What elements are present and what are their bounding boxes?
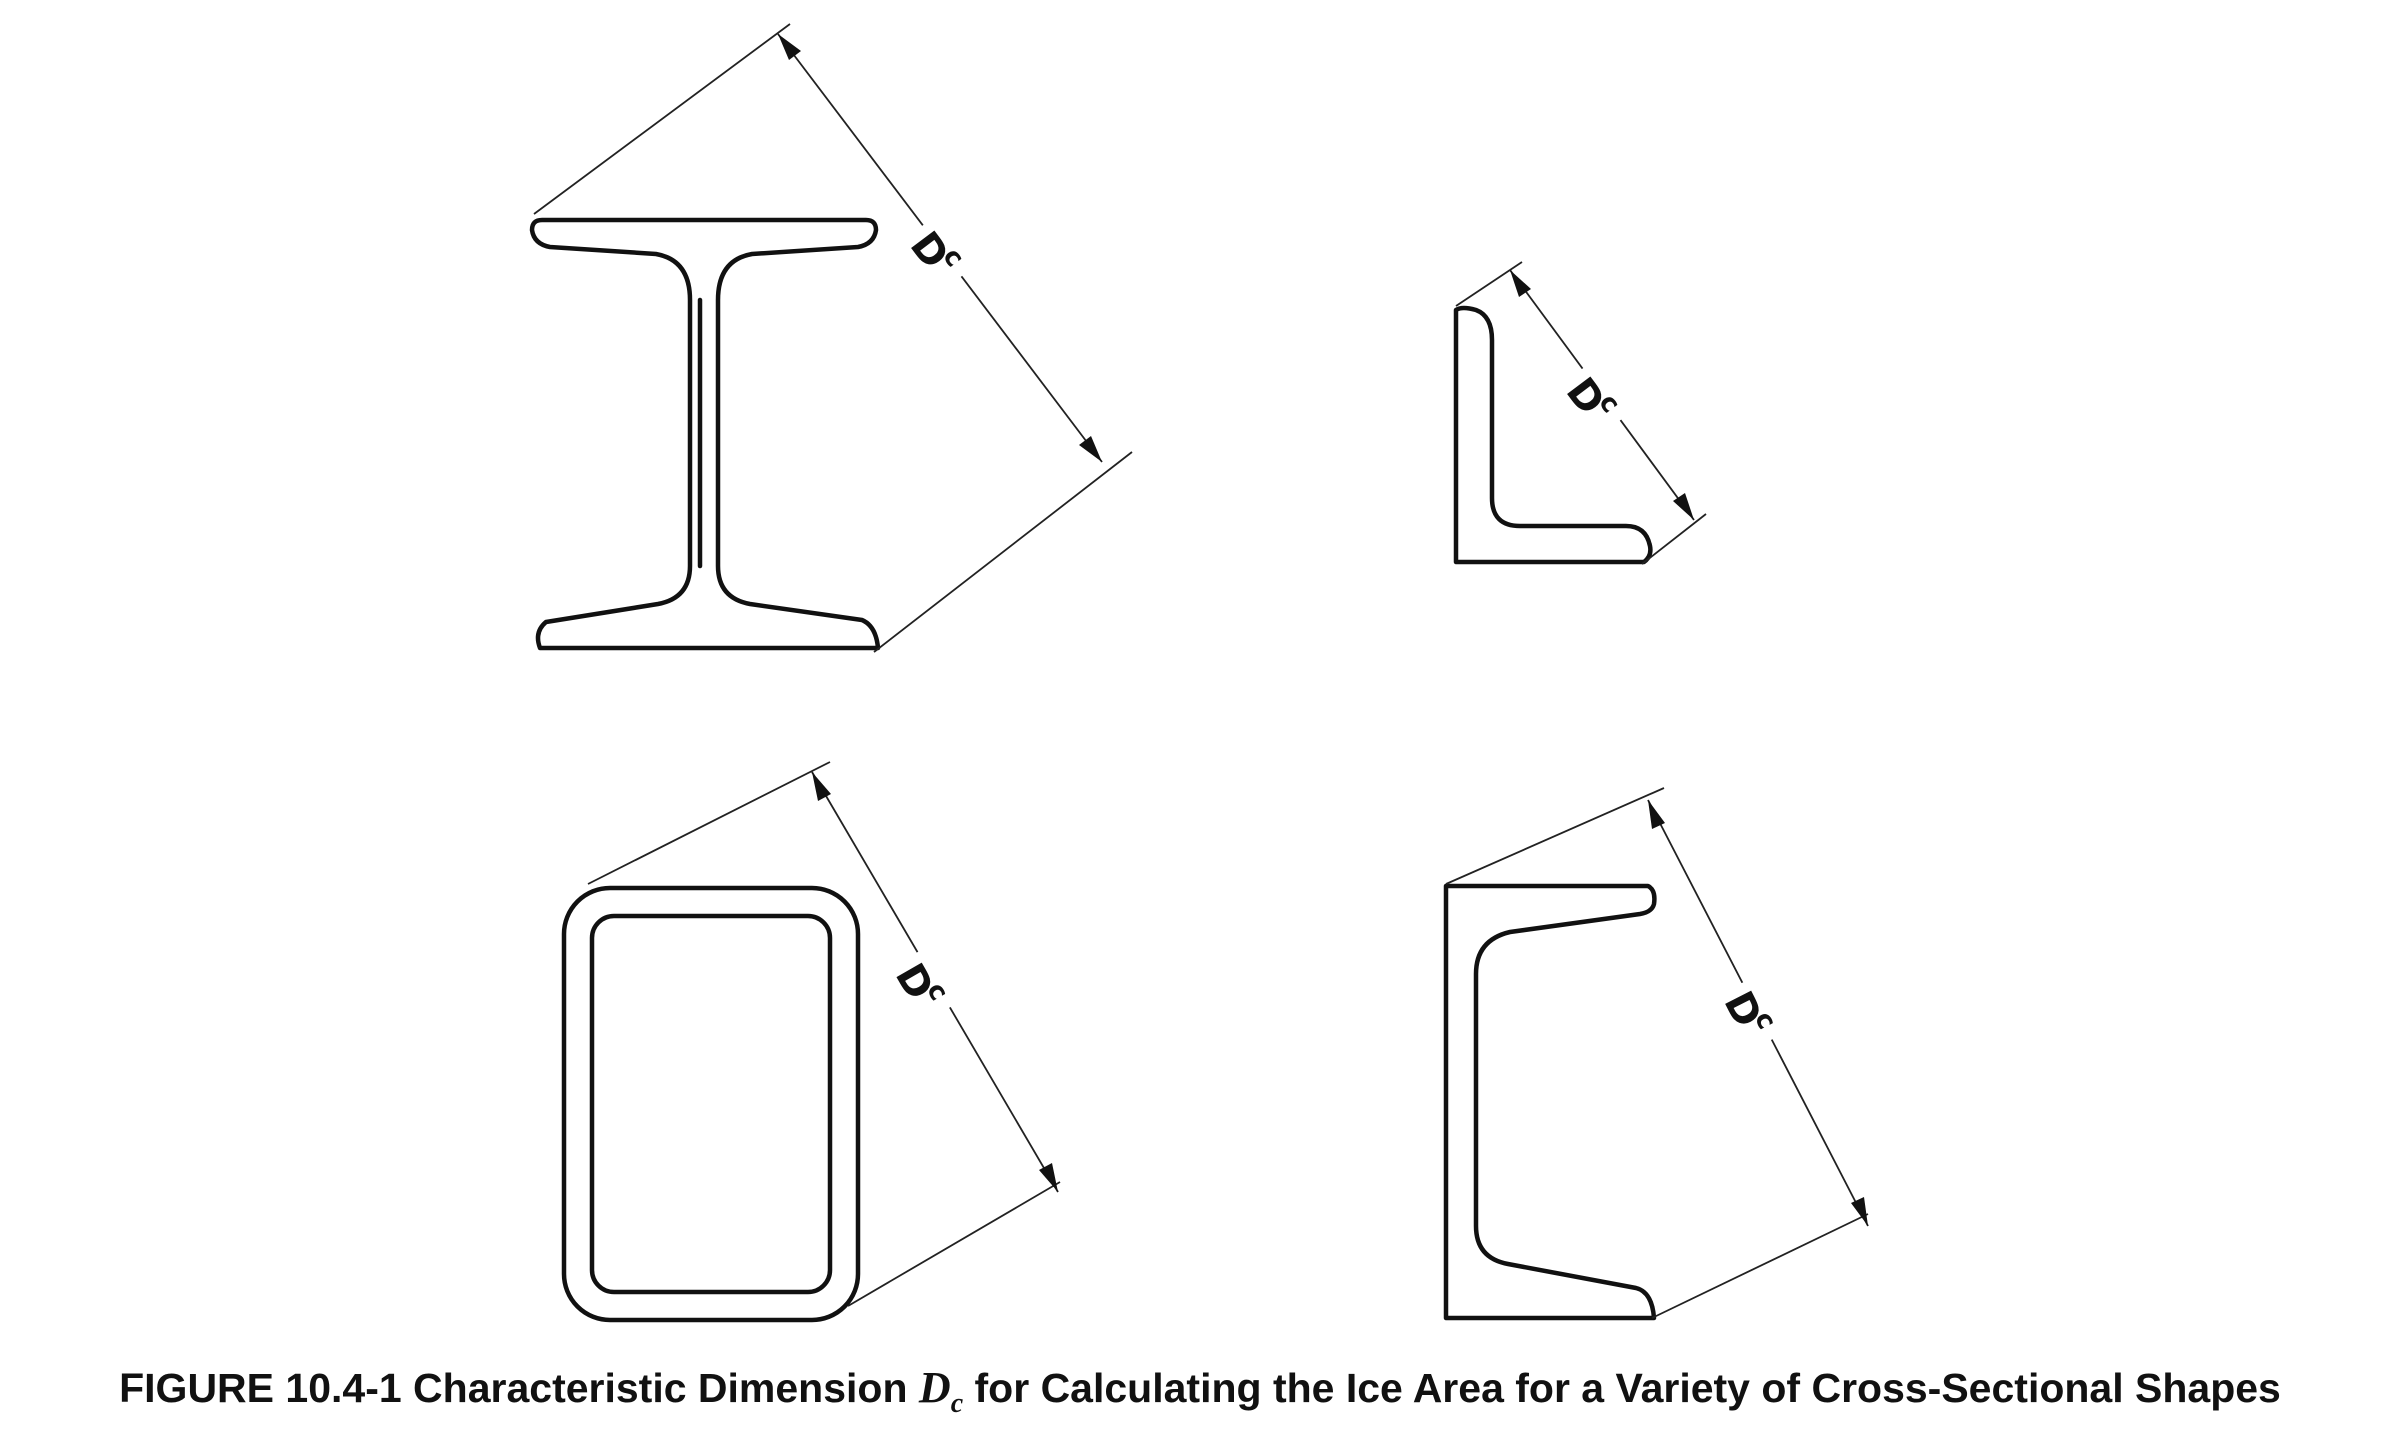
caption-prefix: FIGURE 10.4-1 Characteristic Dimension: [119, 1365, 908, 1411]
caption-dimension-symbol: Dc: [918, 1363, 964, 1419]
angle-arrowhead-bottom: [1673, 493, 1694, 520]
angle-extension-line-upper: [1455, 261, 1523, 307]
tube-arrowhead-bottom: [1039, 1163, 1058, 1192]
channel-arrowhead-top: [1648, 800, 1665, 829]
tube-extension-line-lower: [847, 1181, 1061, 1307]
angle-dimension-label: D c: [1549, 359, 1633, 445]
i-beam-diagram: D c: [529, 23, 1133, 653]
caption-suffix: for Calculating the Ice Area for a Varie…: [974, 1365, 2281, 1411]
tube-arrowhead-top: [812, 772, 831, 801]
channel-extension-line-lower: [1651, 1213, 1869, 1319]
channel-diagram: D c: [1443, 787, 1869, 1321]
tube-outer-outline: [561, 885, 861, 1323]
tube-extension-line-upper: [587, 761, 831, 885]
channel-extension-line-upper: [1445, 787, 1665, 885]
angle-extension-line-lower: [1641, 513, 1707, 565]
i-beam-outline: [529, 217, 881, 651]
angle-arrowhead-top: [1510, 270, 1531, 297]
channel-arrowhead-bottom: [1851, 1197, 1868, 1226]
i-beam-arrowhead-bottom: [1079, 436, 1102, 462]
i-beam-extension-line-upper: [533, 23, 791, 215]
i-beam-extension-line-lower: [873, 451, 1133, 653]
i-beam-dimension-label: D c: [891, 212, 979, 301]
tube-inner-outline: [589, 913, 833, 1295]
figure-caption: FIGURE 10.4-1 Characteristic Dimension D…: [0, 1362, 2400, 1420]
i-beam-arrowhead-top: [778, 34, 801, 60]
channel-dimension-label: D c: [1707, 974, 1787, 1058]
channel-outline: [1443, 883, 1657, 1321]
tube-dimension-label: D c: [878, 946, 960, 1030]
angle-outline: [1453, 305, 1653, 565]
rectangular-tube-diagram: D c: [561, 761, 1061, 1323]
angle-diagram: D c: [1453, 261, 1707, 565]
